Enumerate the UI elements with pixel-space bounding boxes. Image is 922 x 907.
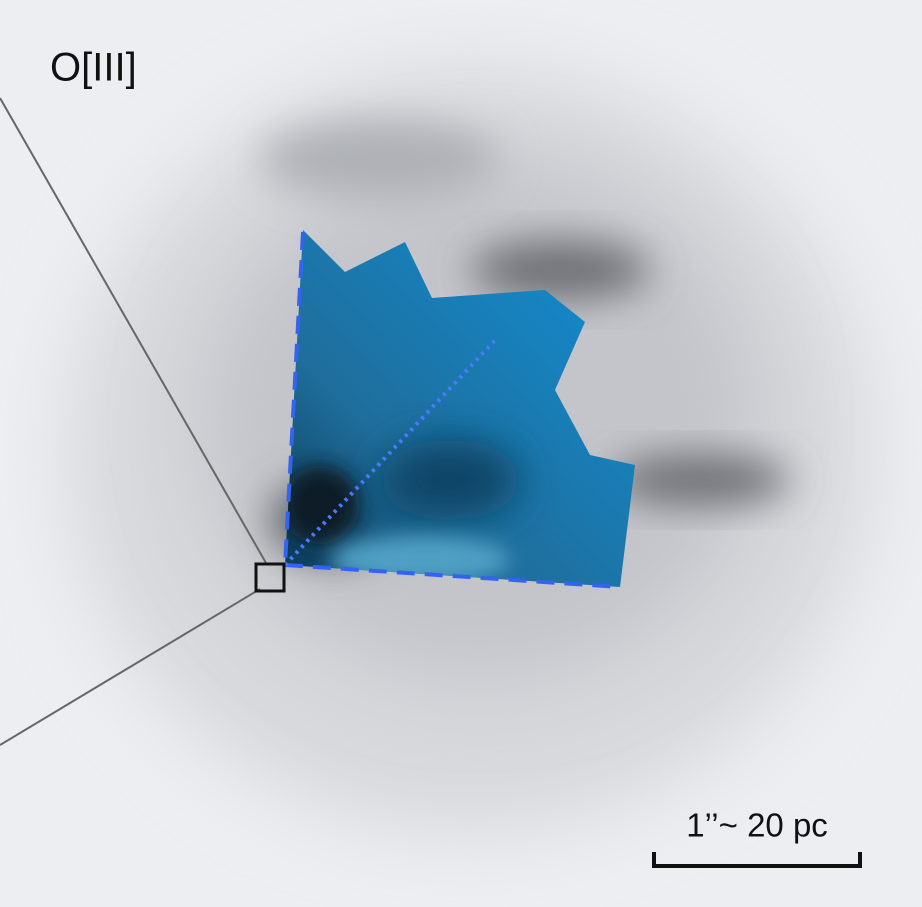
panel-label: O[III]	[50, 46, 137, 90]
scale-bar-label: 1’’~ 20 pc	[686, 807, 828, 844]
figure-panel: O[III] 1’’~ 20 pc	[0, 0, 922, 907]
